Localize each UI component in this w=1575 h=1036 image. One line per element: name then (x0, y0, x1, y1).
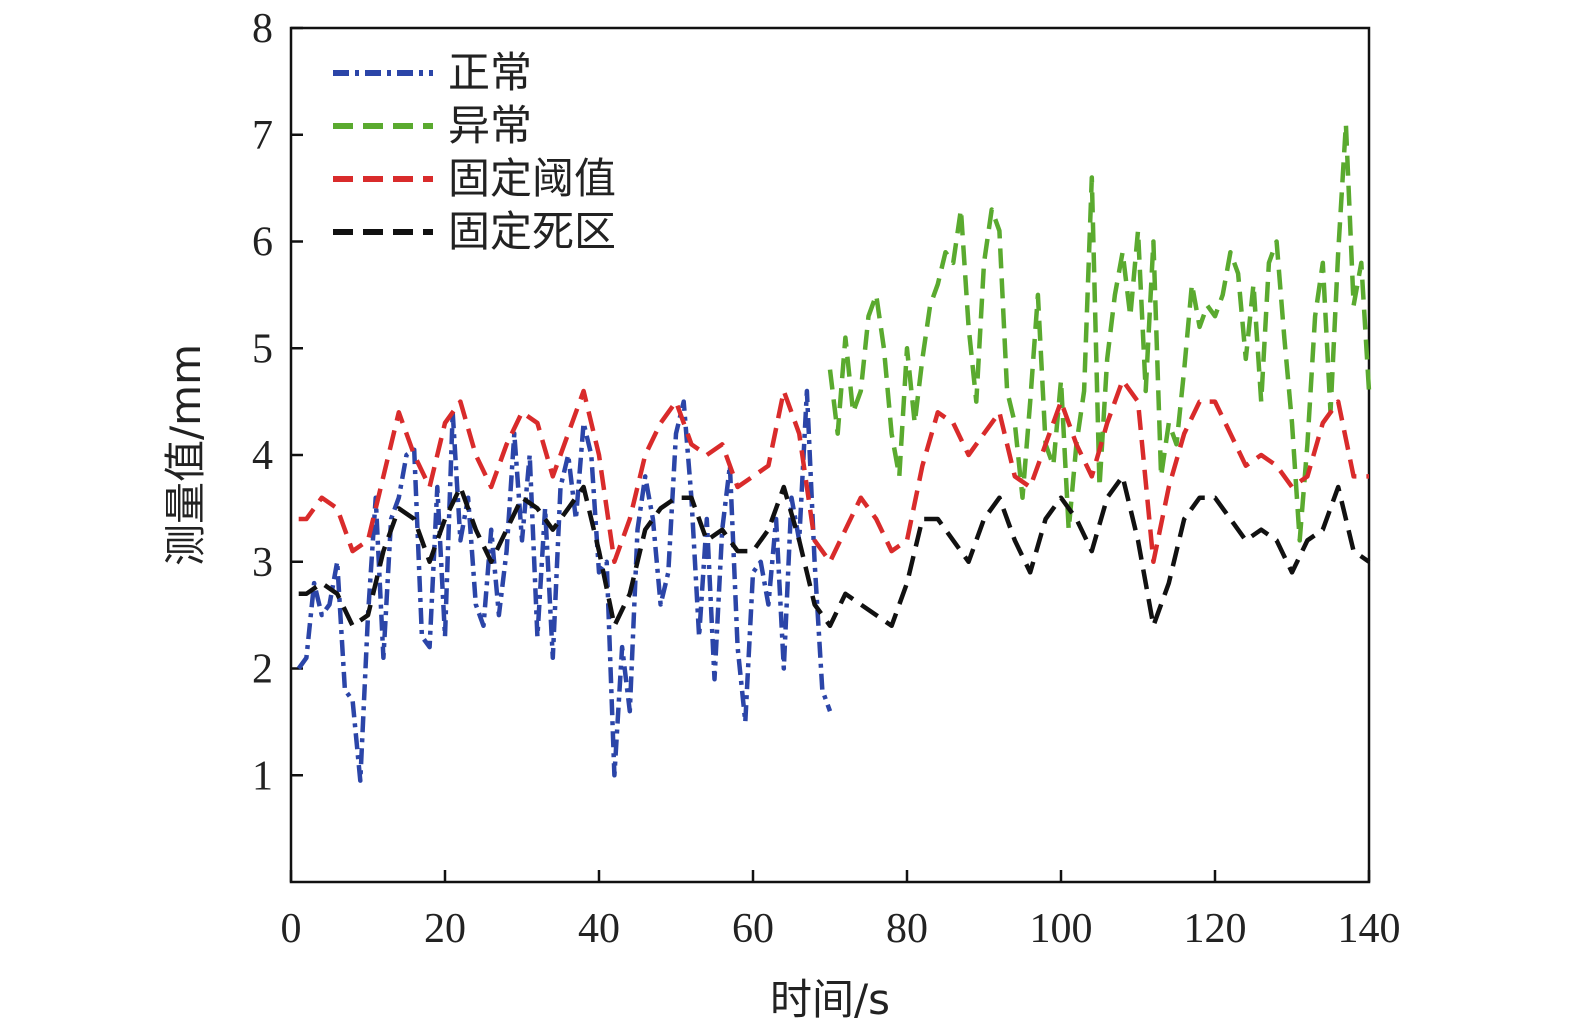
y-tick-label: 5 (252, 326, 273, 372)
legend-label-1: 正常 (448, 48, 532, 97)
y-tick-label: 6 (252, 220, 273, 266)
legend-label-2: 异常 (448, 101, 532, 150)
legend-label-4: 固定死区 (448, 207, 616, 256)
y-axis-title: 测量值/mm (161, 344, 210, 566)
y-tick-label: 1 (252, 753, 273, 799)
series-line-1 (296, 388, 833, 783)
x-axis-title: 时间/s (770, 975, 890, 1024)
y-tick-label: 3 (252, 540, 273, 586)
x-tick-label: 0 (281, 906, 302, 952)
x-tick-label: 120 (1184, 906, 1247, 952)
x-tick-label: 60 (732, 906, 774, 952)
y-tick-label: 8 (252, 6, 273, 52)
series-line-3 (298, 378, 1369, 565)
y-tick-label: 2 (252, 647, 273, 693)
y-tick-label: 4 (252, 433, 273, 479)
legend-label-3: 固定阈值 (448, 154, 616, 203)
series-layer (296, 121, 1372, 783)
x-tick-label: 40 (578, 906, 620, 952)
x-tick-label: 100 (1030, 906, 1093, 952)
y-tick-label: 7 (252, 113, 273, 159)
x-axis: 0 20 40 60 80 100 120 140 (281, 870, 1401, 952)
y-axis: 1 2 3 4 5 6 7 8 (252, 6, 303, 799)
x-tick-label: 140 (1338, 906, 1401, 952)
x-tick-label: 20 (424, 906, 466, 952)
x-tick-label: 80 (886, 906, 928, 952)
series-line-2 (827, 121, 1372, 543)
series-line-4 (298, 474, 1371, 629)
